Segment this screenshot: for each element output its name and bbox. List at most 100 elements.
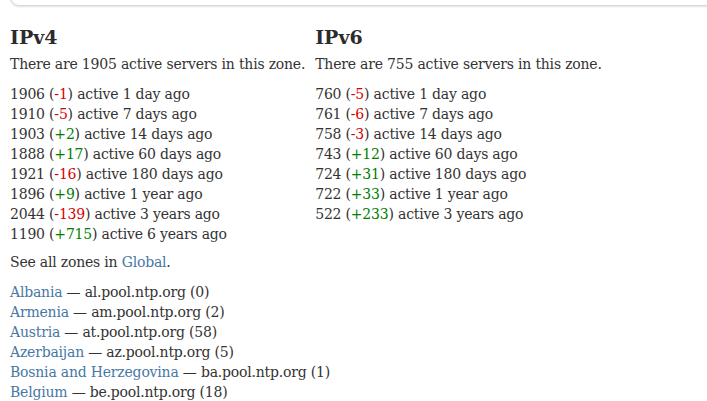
- history-age-label: active 6 years ago: [102, 226, 227, 242]
- zone-row: Albania — al.pool.ntp.org (0): [10, 282, 707, 302]
- ipv4-history-row: 1903 (+2) active 14 days ago: [10, 124, 305, 144]
- ipv6-section: IPv6 There are 755 active servers in thi…: [315, 26, 707, 224]
- server-count-delta: +715: [54, 226, 92, 242]
- history-age-label: active 7 days ago: [77, 106, 196, 122]
- ipv6-history-row: 724 (+31) active 180 days ago: [315, 164, 707, 184]
- server-count-delta: -5: [54, 106, 67, 122]
- server-count: 743: [315, 146, 341, 162]
- zone-hostname: al.pool.ntp.org: [85, 284, 186, 300]
- zone-country-link[interactable]: Albania: [10, 284, 62, 300]
- server-count: 1903: [10, 126, 45, 142]
- history-age-label: active 60 days ago: [389, 146, 517, 162]
- zone-row: Belgium — be.pool.ntp.org (18): [10, 382, 707, 401]
- history-age-label: active 14 days ago: [374, 126, 502, 142]
- ipv6-history: 760 (-5) active 1 day ago761 (-6) active…: [315, 84, 707, 224]
- server-count: 722: [315, 186, 341, 202]
- server-count-delta: +9: [54, 186, 74, 202]
- ipv6-history-row: 761 (-6) active 7 days ago: [315, 104, 707, 124]
- ipv4-history-row: 1906 (-1) active 1 day ago: [10, 84, 305, 104]
- history-age-label: active 1 year ago: [389, 186, 507, 202]
- history-age-label: active 7 days ago: [374, 106, 493, 122]
- server-count: 1910: [10, 106, 45, 122]
- ipv6-history-row: 743 (+12) active 60 days ago: [315, 144, 707, 164]
- ipv4-summary: There are 1905 active servers in this zo…: [10, 54, 305, 74]
- page-content: IPv4 There are 1905 active servers in th…: [0, 0, 707, 401]
- zone-hostname: at.pool.ntp.org: [82, 324, 184, 340]
- zone-row: Armenia — am.pool.ntp.org (2): [10, 302, 707, 322]
- ipv6-history-row: 758 (-3) active 14 days ago: [315, 124, 707, 144]
- server-count: 1896: [10, 186, 45, 202]
- zone-country-link[interactable]: Bosnia and Herzegovina: [10, 364, 179, 380]
- server-count-delta: -3: [351, 126, 364, 142]
- server-count: 760: [315, 86, 341, 102]
- server-count-delta: -5: [351, 86, 364, 102]
- ipv4-section: IPv4 There are 1905 active servers in th…: [10, 26, 305, 244]
- zone-server-count: (1): [311, 364, 330, 380]
- server-count-delta: -139: [54, 206, 85, 222]
- history-age-label: active 1 year ago: [84, 186, 202, 202]
- zone-server-count: (18): [200, 384, 228, 400]
- server-count-delta: +31: [351, 166, 380, 182]
- ipv4-history-row: 1190 (+715) active 6 years ago: [10, 224, 305, 244]
- ipv4-history-row: 1888 (+17) active 60 days ago: [10, 144, 305, 164]
- ipv4-history: 1906 (-1) active 1 day ago1910 (-5) acti…: [10, 84, 305, 244]
- zone-server-count: (2): [205, 304, 224, 320]
- zone-server-count: (5): [215, 344, 234, 360]
- history-age-label: active 1 day ago: [77, 86, 190, 102]
- server-count: 1921: [10, 166, 45, 182]
- ipv4-history-row: 1921 (-16) active 180 days ago: [10, 164, 305, 184]
- zone-hostname: az.pool.ntp.org: [106, 344, 210, 360]
- zone-list: Albania — al.pool.ntp.org (0)Armenia — a…: [10, 282, 707, 401]
- server-count: 761: [315, 106, 341, 122]
- server-count-delta: -6: [351, 106, 364, 122]
- ip-columns: IPv4 There are 1905 active servers in th…: [10, 26, 707, 244]
- zone-country-link[interactable]: Belgium: [10, 384, 67, 400]
- ipv4-history-row: 1896 (+9) active 1 year ago: [10, 184, 305, 204]
- server-count-delta: -1: [54, 86, 67, 102]
- server-count: 2044: [10, 206, 45, 222]
- ipv4-history-row: 1910 (-5) active 7 days ago: [10, 104, 305, 124]
- server-count-delta: +2: [54, 126, 74, 142]
- ipv4-history-row: 2044 (-139) active 3 years ago: [10, 204, 305, 224]
- ipv6-heading: IPv6: [315, 26, 707, 48]
- zone-row: Austria — at.pool.ntp.org (58): [10, 322, 707, 342]
- history-age-label: active 3 years ago: [398, 206, 523, 222]
- zone-row: Bosnia and Herzegovina — ba.pool.ntp.org…: [10, 362, 707, 382]
- server-count: 1906: [10, 86, 45, 102]
- history-age-label: active 180 days ago: [389, 166, 526, 182]
- server-count-delta: +17: [54, 146, 83, 162]
- server-count: 758: [315, 126, 341, 142]
- server-count: 1888: [10, 146, 45, 162]
- zone-country-link[interactable]: Armenia: [10, 304, 69, 320]
- server-count: 522: [315, 206, 341, 222]
- server-count-delta: +33: [351, 186, 380, 202]
- ipv6-history-row: 722 (+33) active 1 year ago: [315, 184, 707, 204]
- zone-country-link[interactable]: Austria: [10, 324, 60, 340]
- zone-row: Azerbaijan — az.pool.ntp.org (5): [10, 342, 707, 362]
- zone-server-count: (0): [190, 284, 209, 300]
- zone-stats-page: IPv4 There are 1905 active servers in th…: [0, 0, 707, 401]
- see-all-prefix: See all zones in: [10, 254, 122, 270]
- ipv6-history-row: 760 (-5) active 1 day ago: [315, 84, 707, 104]
- ipv6-summary: There are 755 active servers in this zon…: [315, 54, 707, 74]
- server-count: 1190: [10, 226, 45, 242]
- history-age-label: active 180 days ago: [86, 166, 223, 182]
- history-age-label: active 14 days ago: [84, 126, 212, 142]
- history-age-label: active 60 days ago: [93, 146, 221, 162]
- history-age-label: active 3 years ago: [95, 206, 220, 222]
- zone-hostname: ba.pool.ntp.org: [201, 364, 307, 380]
- history-age-label: active 1 day ago: [374, 86, 487, 102]
- server-count-delta: +12: [351, 146, 380, 162]
- global-zone-link[interactable]: Global: [122, 254, 167, 270]
- zone-hostname: be.pool.ntp.org: [90, 384, 196, 400]
- zone-server-count: (58): [189, 324, 217, 340]
- zone-hostname: am.pool.ntp.org: [91, 304, 201, 320]
- ipv6-history-row: 522 (+233) active 3 years ago: [315, 204, 707, 224]
- ipv4-heading: IPv4: [10, 26, 305, 48]
- see-all-suffix: .: [166, 254, 170, 270]
- server-count-delta: +233: [351, 206, 389, 222]
- see-all-zones-line: See all zones in Global.: [10, 252, 707, 272]
- zone-country-link[interactable]: Azerbaijan: [10, 344, 84, 360]
- server-count: 724: [315, 166, 341, 182]
- server-count-delta: -16: [54, 166, 76, 182]
